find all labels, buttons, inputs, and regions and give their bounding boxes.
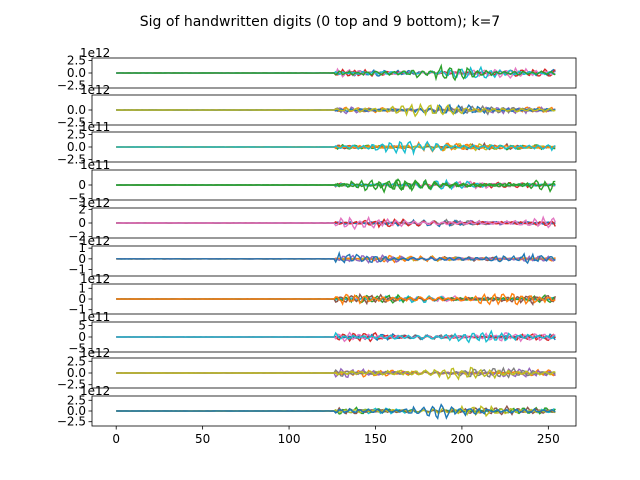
y-tick-label: 0.0	[67, 66, 86, 80]
subplot-8: 2.50.0−2.5 1e12	[57, 346, 577, 392]
y-tick-label: 2.5	[67, 128, 86, 142]
series-group	[116, 215, 556, 231]
y-tick-label: 0.0	[67, 404, 86, 418]
offset-label: 1e12	[80, 384, 110, 398]
y-tick-label: −5	[68, 342, 86, 356]
series-line	[116, 366, 556, 381]
series-line	[116, 178, 556, 194]
y-tick-label: −2.5	[57, 153, 86, 167]
axes-frame	[91, 245, 577, 277]
x-tick-label: 100	[278, 432, 301, 446]
series-group	[116, 63, 556, 82]
x-axis: 0 50 100 150 200 250	[112, 426, 560, 446]
y-tick-label: 2.5	[67, 54, 86, 68]
series-group	[116, 292, 556, 306]
x-tick-label: 150	[364, 432, 387, 446]
offset-label: 1e11	[80, 120, 110, 134]
offset-label: 1e11	[80, 158, 110, 172]
offset-label: 1e12	[80, 346, 110, 360]
y-tick-label: 0.0	[67, 366, 86, 380]
series-line	[116, 292, 556, 306]
series-group	[116, 329, 556, 344]
y-tick-label: −2.5	[57, 116, 86, 130]
x-tick-label: 50	[195, 432, 210, 446]
y-tick-label: −2	[68, 230, 86, 244]
y-tick-label: 2.5	[67, 354, 86, 368]
series-group	[116, 102, 556, 118]
y-tick-label: 2	[78, 202, 86, 216]
series-line	[116, 140, 556, 157]
chart-title: Sig of handwritten digits (0 top and 9 b…	[140, 14, 500, 30]
subplot-2: 2.50.0−2.5 1e11	[57, 120, 577, 167]
subplot-4: 20−2 1e12	[68, 196, 577, 244]
series-line	[116, 403, 556, 420]
subplot-1: 0.0−2.5 1e12	[57, 83, 577, 130]
series-group	[116, 403, 556, 420]
y-tick-label: −5	[68, 192, 86, 206]
y-tick-label: 0	[78, 252, 86, 266]
subplot-9: 2.50.0−2.5 1e12	[57, 384, 577, 429]
series-line	[116, 102, 556, 118]
offset-label: 1e12	[80, 83, 110, 97]
series-line	[116, 63, 556, 82]
subplot-6: 10−1 1e12	[68, 272, 577, 317]
y-tick-label: −1	[68, 303, 86, 317]
offset-label: 1e12	[80, 196, 110, 210]
y-tick-label: −2.5	[57, 415, 86, 429]
y-tick-label: 0	[78, 216, 86, 230]
series-group	[116, 178, 556, 194]
series-group	[116, 250, 556, 265]
offset-label: 1e12	[80, 234, 110, 248]
y-tick-label: 1	[78, 281, 86, 295]
y-tick-label: 0.0	[67, 140, 86, 154]
y-tick-label: 1	[78, 241, 86, 255]
y-tick-label: −1	[68, 263, 86, 277]
series-group	[116, 366, 556, 381]
y-tick-label: 2.5	[67, 393, 86, 407]
offset-label: 1e12	[80, 272, 110, 286]
series-line	[116, 250, 556, 265]
y-tick-label: −2.5	[57, 378, 86, 392]
subplot-0: 2.50.0−2.5 1e12	[57, 46, 577, 93]
x-tick-label: 0	[112, 432, 120, 446]
y-tick-label: −2.5	[57, 79, 86, 93]
subplot-3: 0−5 1e11	[68, 158, 577, 206]
subplot-stack: 2.50.0−2.51e120.0−2.51e122.50.0−2.51e110…	[57, 46, 577, 429]
y-tick-label: 0	[78, 330, 86, 344]
x-tick-label: 250	[537, 432, 560, 446]
series-group	[116, 140, 556, 157]
subplot-5: 10−1 1e12	[68, 234, 577, 277]
y-tick-label: 0	[78, 178, 86, 192]
x-tick-label: 200	[450, 432, 473, 446]
series-line	[116, 329, 556, 344]
series-line	[116, 215, 556, 231]
offset-label: 1e12	[80, 46, 110, 60]
y-tick-label: 5	[78, 318, 86, 332]
offset-label: 1e11	[80, 310, 110, 324]
y-tick-label: 0.0	[67, 103, 86, 117]
subplot-7: 50−5 1e11	[68, 310, 577, 356]
y-tick-label: 0	[78, 292, 86, 306]
